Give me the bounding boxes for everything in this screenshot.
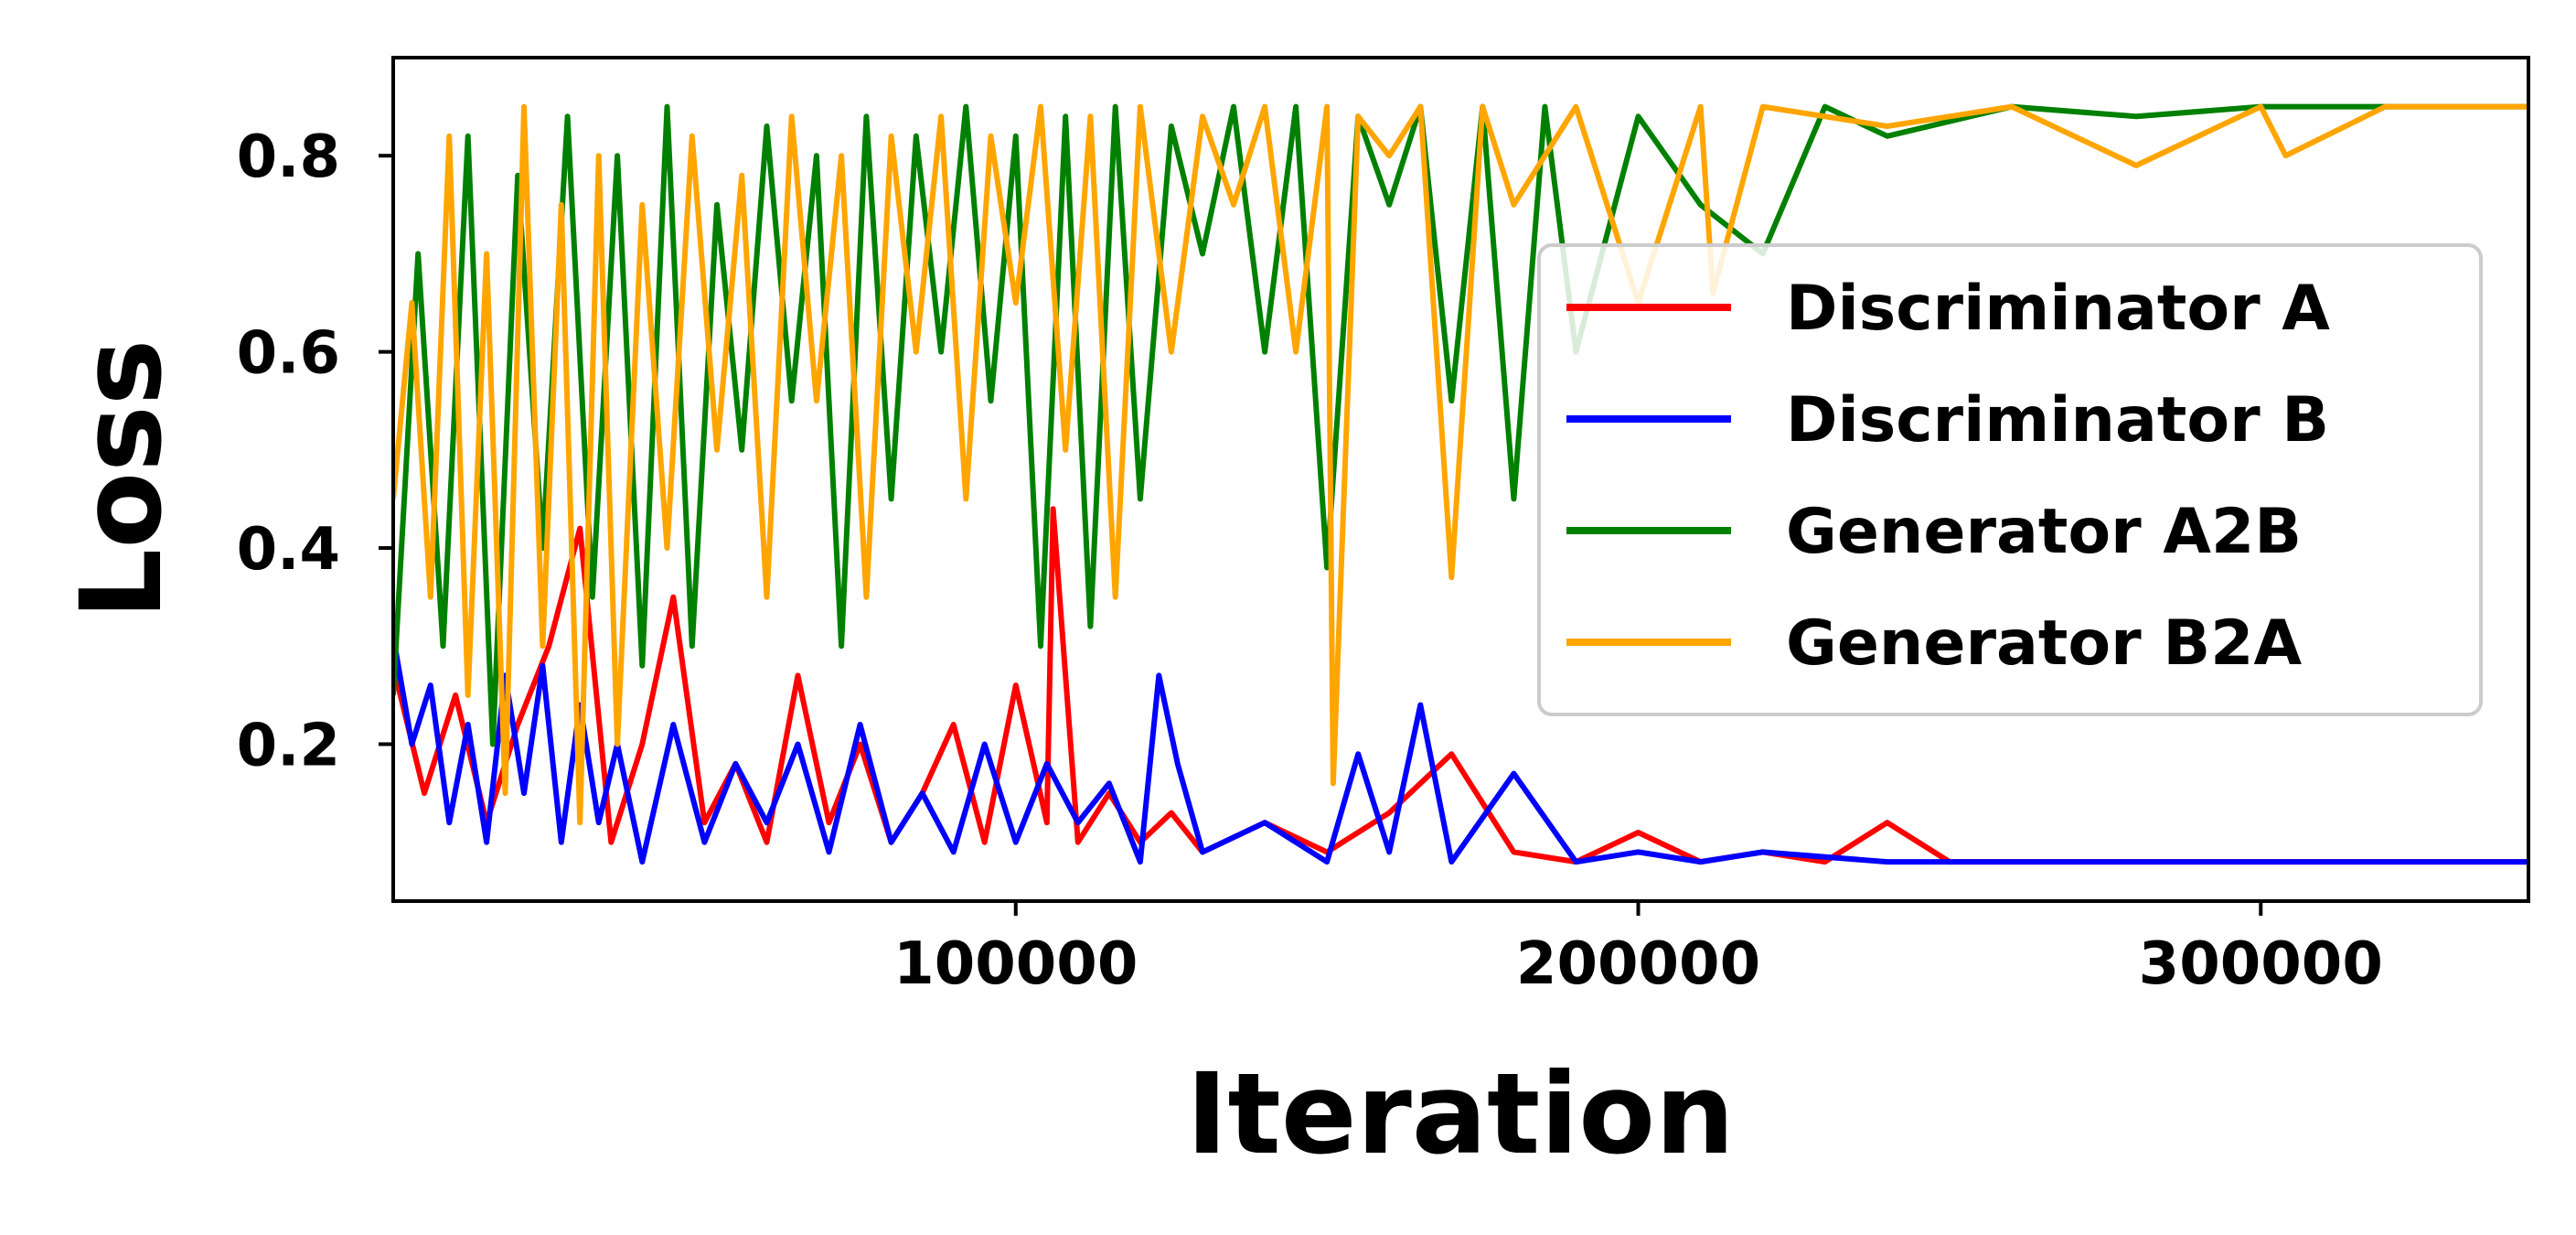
y-tick-label: 0.4 xyxy=(237,516,340,584)
series-layer xyxy=(393,103,2528,865)
legend-label: Generator B2A xyxy=(1786,607,2302,680)
x-tick-label: 100000 xyxy=(893,930,1138,998)
legend-label: Discriminator A xyxy=(1786,273,2330,345)
legend-label: Discriminator B xyxy=(1786,384,2329,456)
x-axis: 100000 200000 300000 xyxy=(893,901,2383,998)
x-tick-label: 300000 xyxy=(2139,930,2383,998)
series-line-3 xyxy=(393,103,2528,826)
y-axis-title: Loss xyxy=(57,339,187,620)
y-tick-label: 0.2 xyxy=(237,712,340,779)
x-axis-title: Iteration xyxy=(1186,1049,1735,1179)
y-tick-label: 0.8 xyxy=(237,124,340,191)
legend: Discriminator A Discriminator B Generator … xyxy=(1537,243,2483,716)
legend-label: Generator A2B xyxy=(1786,496,2302,568)
series-line-0 xyxy=(393,506,2528,865)
series-line-2 xyxy=(393,103,2528,747)
y-axis: 0.2 0.4 0.6 0.8 xyxy=(237,124,393,779)
x-tick-label: 200000 xyxy=(1516,930,1760,998)
plot-frame xyxy=(391,56,2530,903)
series-line-1 xyxy=(393,635,2528,865)
legend-box xyxy=(1537,243,2483,716)
y-tick-label: 0.6 xyxy=(237,320,340,388)
